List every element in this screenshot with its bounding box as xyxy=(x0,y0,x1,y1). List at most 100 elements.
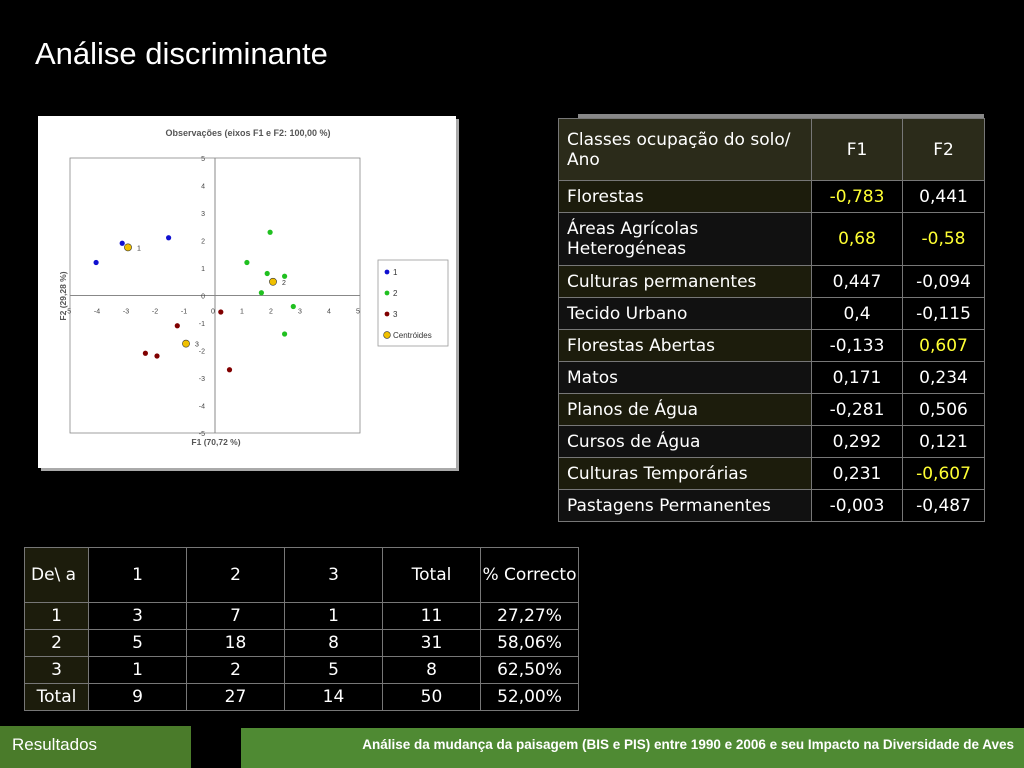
loadings-table: Classes ocupação do solo/ Ano F1 F2 Florest… xyxy=(558,118,985,522)
data-point-series-3 xyxy=(218,309,224,315)
table-header-row: Classes ocupação do solo/ Ano F1 F2 xyxy=(558,118,985,181)
f1-value: -0,003 xyxy=(811,489,903,522)
table-row: Planos de Água -0,281 0,506 xyxy=(558,393,985,426)
row-label: Florestas xyxy=(558,180,812,213)
confusion-cell: 27 xyxy=(186,683,285,711)
y-tick-label: 5 xyxy=(201,156,205,163)
f1-value: 0,4 xyxy=(811,297,903,330)
legend-marker xyxy=(384,311,390,317)
data-point-series-2 xyxy=(244,259,250,266)
table-row: Matos 0,171 0,234 xyxy=(558,361,985,394)
table-row: Florestas -0,783 0,441 xyxy=(558,180,985,213)
f2-value: 0,506 xyxy=(902,393,985,426)
centroid-point xyxy=(269,277,277,286)
centroid-point xyxy=(182,339,190,348)
confusion-cell: 8 xyxy=(382,656,481,684)
header-factor: F1 xyxy=(811,118,903,181)
y-tick-label: -4 xyxy=(199,404,205,411)
confusion-cell: 18 xyxy=(186,629,285,657)
f2-value: -0,094 xyxy=(902,265,985,298)
confusion-cell: 50 xyxy=(382,683,481,711)
table-row: Pastagens Permanentes -0,003 -0,487 xyxy=(558,489,985,522)
table-row: Culturas Temporárias 0,231 -0,607 xyxy=(558,457,985,490)
centroid-label: 3 xyxy=(195,342,199,349)
confusion-cell: 1 xyxy=(88,656,187,684)
f2-value: -0,607 xyxy=(902,457,985,490)
data-point-series-3 xyxy=(154,353,160,359)
table-row: Florestas Abertas -0,133 0,607 xyxy=(558,329,985,362)
f1-value: 0,231 xyxy=(811,457,903,490)
confusion-row: 3 1 2 5 8 62,50% xyxy=(24,656,579,684)
legend-label: 2 xyxy=(393,289,398,298)
row-label: Culturas permanentes xyxy=(558,265,812,298)
confusion-cell: 1 xyxy=(284,602,383,630)
x-tick-label: 3 xyxy=(298,309,302,316)
confusion-header-cell: 3 xyxy=(284,547,383,603)
table-row: Cursos de Água 0,292 0,121 xyxy=(558,425,985,458)
confusion-header-cell: Total xyxy=(382,547,481,603)
x-tick-label: 5 xyxy=(356,309,360,316)
header-label: Classes ocupação do solo/ Ano xyxy=(558,118,812,181)
confusion-header-row: De\ a 1 2 3 Total% Correcto xyxy=(24,547,579,603)
y-tick-label: 1 xyxy=(201,266,205,273)
confusion-cell: 5 xyxy=(88,629,187,657)
y-tick-label: -2 xyxy=(199,349,205,356)
confusion-cell: 11 xyxy=(382,602,481,630)
confusion-cell: 2 xyxy=(186,656,285,684)
x-tick-label: 2 xyxy=(269,309,273,316)
data-point-series-3 xyxy=(142,350,148,356)
confusion-row-label: 3 xyxy=(24,656,89,684)
x-tick-label: -5 xyxy=(65,309,71,316)
data-point-series-1 xyxy=(166,235,172,241)
x-tick-label: -3 xyxy=(123,309,129,316)
confusion-cell: 14 xyxy=(284,683,383,711)
f2-value: 0,441 xyxy=(902,180,985,213)
row-label: Culturas Temporárias xyxy=(558,457,812,490)
table-row: Culturas permanentes 0,447 -0,094 xyxy=(558,265,985,298)
confusion-header-cell: De\ a xyxy=(24,547,89,603)
f2-value: 0,607 xyxy=(902,329,985,362)
confusion-cell: 7 xyxy=(186,602,285,630)
legend-marker xyxy=(384,290,390,296)
x-tick-label: -2 xyxy=(152,309,158,316)
data-point-series-2 xyxy=(267,229,273,235)
confusion-header-cell: 1 xyxy=(88,547,187,603)
f2-value: 0,121 xyxy=(902,425,985,458)
f1-value: 0,292 xyxy=(811,425,903,458)
confusion-header-cell: 2 xyxy=(186,547,285,603)
table-row: Tecido Urbano 0,4 -0,115 xyxy=(558,297,985,330)
f2-value: -0,58 xyxy=(902,212,985,266)
confusion-cell: 8 xyxy=(284,629,383,657)
confusion-table: De\ a 1 2 3 Total% Correcto 1 3 7 1 11 27,27% 2 5 18 8… xyxy=(24,547,579,711)
confusion-cell: 62,50% xyxy=(480,656,579,684)
f1-value: 0,171 xyxy=(811,361,903,394)
f2-value: -0,487 xyxy=(902,489,985,522)
legend-label: Centróides xyxy=(393,331,432,340)
row-label: Tecido Urbano xyxy=(558,297,812,330)
confusion-row: 2 5 18 8 31 58,06% xyxy=(24,629,579,657)
y-tick-label: 0 xyxy=(201,294,205,301)
confusion-cell: 27,27% xyxy=(480,602,579,630)
y-tick-label: 4 xyxy=(201,184,205,191)
row-label: Matos xyxy=(558,361,812,394)
data-point-series-2 xyxy=(282,273,288,279)
f1-value: 0,68 xyxy=(811,212,903,266)
confusion-header-cell: % Correcto xyxy=(480,547,579,603)
row-label: Planos de Água xyxy=(558,393,812,426)
footer-section-label: Resultados xyxy=(12,735,98,754)
table-row: Áreas Agrícolas Heterogéneas 0,68 -0,58 xyxy=(558,212,985,266)
x-tick-label: 0 xyxy=(211,309,215,316)
confusion-row-label: 1 xyxy=(24,602,89,630)
f2-value: -0,115 xyxy=(902,297,985,330)
legend-label: 3 xyxy=(393,310,398,319)
legend-label: 1 xyxy=(393,268,398,277)
chart-title: Observações (eixos F1 e F2: 100,00 %) xyxy=(165,128,330,138)
confusion-cell: 5 xyxy=(284,656,383,684)
confusion-row: Total 9 27 14 50 52,00% xyxy=(24,683,579,711)
x-axis-label: F1 (70,72 %) xyxy=(191,437,240,447)
confusion-row-label: 2 xyxy=(24,629,89,657)
table-shadow xyxy=(578,114,984,118)
confusion-cell: 3 xyxy=(88,602,187,630)
y-tick-label: 3 xyxy=(201,211,205,218)
confusion-cell: 58,06% xyxy=(480,629,579,657)
